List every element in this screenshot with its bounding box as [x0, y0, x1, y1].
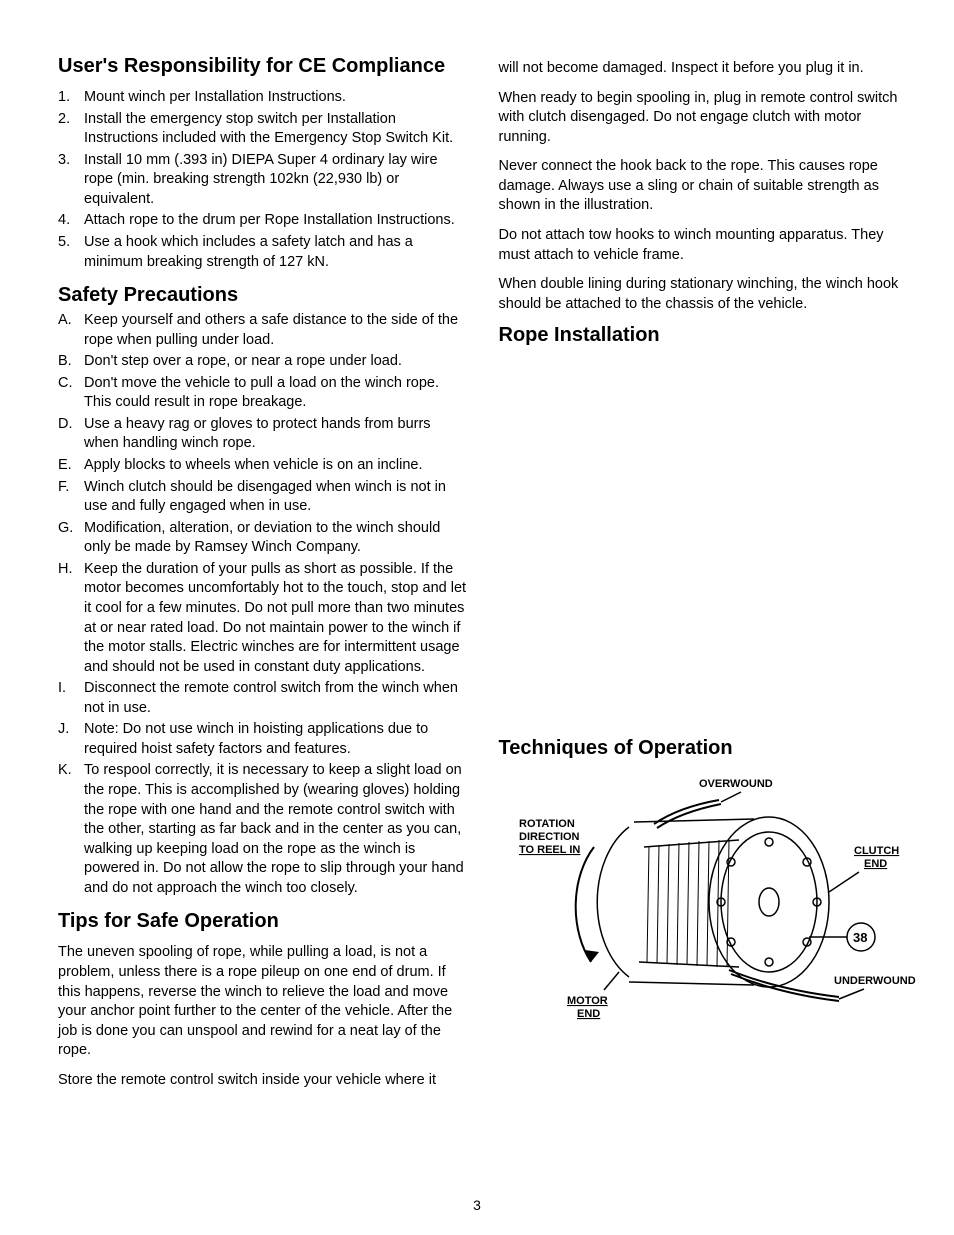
label-num: 38 [853, 930, 867, 945]
label-motor: MOTOR [567, 995, 608, 1007]
list-item: 3.Install 10 mm (.393 in) DIEPA Super 4 … [58, 151, 469, 210]
list-item: H.Keep the duration of your pulls as sho… [58, 560, 469, 677]
list-item: J.Note: Do not use winch in hoisting app… [58, 720, 469, 759]
left-column: User's Responsibility for CE Compliance … [58, 55, 469, 1100]
body-paragraph: Never connect the hook back to the rope.… [499, 157, 910, 216]
label-overwound: OVERWOUND [699, 778, 773, 790]
heading-techniques: Techniques of Operation [499, 737, 910, 760]
label-rotation: ROTATION [519, 818, 575, 830]
label-underwound: UNDERWOUND [834, 975, 916, 987]
page-number: 3 [0, 1197, 954, 1213]
list-item: A.Keep yourself and others a safe distan… [58, 311, 469, 350]
label-rotation: TO REEL IN [519, 844, 580, 856]
list-item: 1.Mount winch per Installation Instructi… [58, 88, 469, 108]
list-item: E.Apply blocks to wheels when vehicle is… [58, 456, 469, 476]
body-paragraph: When ready to begin spooling in, plug in… [499, 89, 910, 148]
heading-ce-compliance: User's Responsibility for CE Compliance [58, 55, 469, 78]
safety-list: A.Keep yourself and others a safe distan… [58, 311, 469, 898]
body-paragraph: Do not attach tow hooks to winch mountin… [499, 226, 910, 265]
list-item: 4.Attach rope to the drum per Rope Insta… [58, 211, 469, 231]
rope-installation-space [499, 357, 910, 737]
label-motor: END [577, 1008, 600, 1020]
list-item: I.Disconnect the remote control switch f… [58, 679, 469, 718]
heading-tips: Tips for Safe Operation [58, 910, 469, 933]
label-rotation: DIRECTION [519, 831, 580, 843]
list-item: 5.Use a hook which includes a safety lat… [58, 233, 469, 272]
tips-paragraph: Store the remote control switch inside y… [58, 1071, 469, 1091]
list-item: 2.Install the emergency stop switch per … [58, 110, 469, 149]
body-paragraph: When double lining during stationary win… [499, 275, 910, 314]
list-item: D.Use a heavy rag or gloves to protect h… [58, 415, 469, 454]
right-column: will not become damaged. Inspect it befo… [499, 55, 910, 1100]
winch-diagram: OVERWOUND ROTATION DIRECTION TO REEL IN … [499, 772, 910, 1047]
label-clutch: END [864, 858, 887, 870]
list-item: C.Don't move the vehicle to pull a load … [58, 374, 469, 413]
list-item: G.Modification, alteration, or deviation… [58, 519, 469, 558]
list-item: B.Don't step over a rope, or near a rope… [58, 352, 469, 372]
list-item: K.To respool correctly, it is necessary … [58, 761, 469, 898]
heading-safety: Safety Precautions [58, 284, 469, 307]
body-paragraph: will not become damaged. Inspect it befo… [499, 59, 910, 79]
winch-diagram-svg: OVERWOUND ROTATION DIRECTION TO REEL IN … [499, 772, 919, 1042]
heading-rope-installation: Rope Installation [499, 324, 910, 347]
compliance-list: 1.Mount winch per Installation Instructi… [58, 88, 469, 272]
tips-paragraph: The uneven spooling of rope, while pulli… [58, 943, 469, 1060]
list-item: F.Winch clutch should be disengaged when… [58, 478, 469, 517]
label-clutch: CLUTCH [854, 845, 899, 857]
